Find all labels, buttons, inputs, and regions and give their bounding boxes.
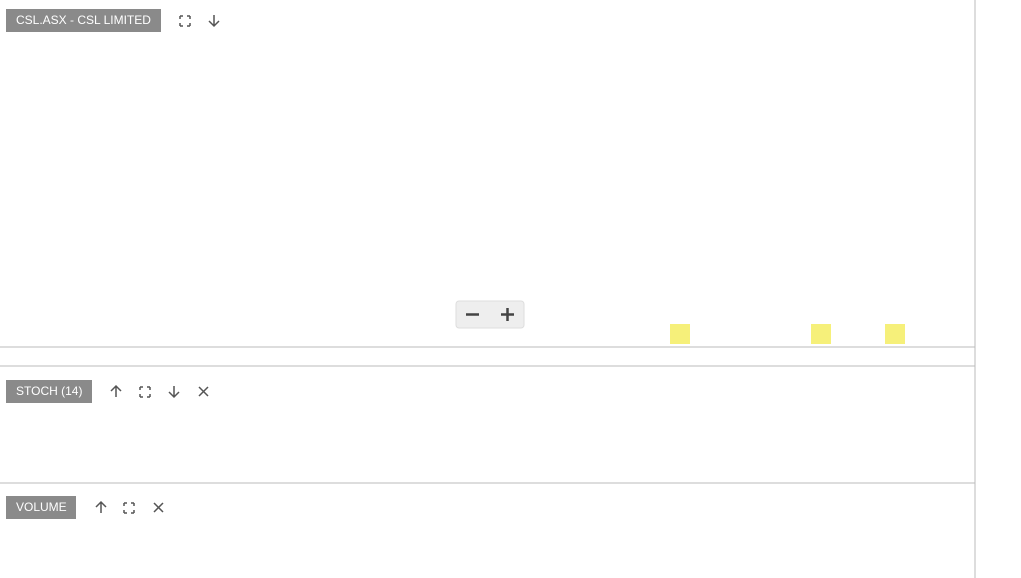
title-box	[6, 496, 76, 519]
note-icons	[670, 324, 905, 344]
expand-icon[interactable]	[179, 15, 191, 27]
note-icon[interactable]	[670, 324, 690, 344]
title-box	[6, 9, 161, 32]
stoch-title: STOCH (14)	[16, 384, 82, 398]
volume-title: VOLUME	[16, 500, 67, 514]
close-icon[interactable]	[153, 502, 164, 513]
chart-title: CSL.ASX - CSL LIMITED	[16, 13, 151, 27]
zoom-control	[455, 300, 525, 329]
frame	[0, 0, 976, 578]
note-icon[interactable]	[885, 324, 905, 344]
zoom-box	[455, 300, 525, 329]
down-icon[interactable]	[208, 15, 220, 28]
note-icon[interactable]	[811, 324, 831, 344]
zoom-in[interactable]	[501, 308, 514, 321]
expand-icon[interactable]	[139, 386, 151, 398]
up-icon[interactable]	[110, 384, 122, 397]
close-icon[interactable]	[198, 386, 209, 397]
up-icon[interactable]	[95, 500, 107, 513]
panel-titles: CSL.ASX - CSL LIMITED STOCH (14) VOLUME	[6, 9, 220, 519]
expand-icon[interactable]	[123, 502, 135, 514]
down-icon[interactable]	[168, 386, 180, 399]
title-box	[6, 380, 92, 403]
